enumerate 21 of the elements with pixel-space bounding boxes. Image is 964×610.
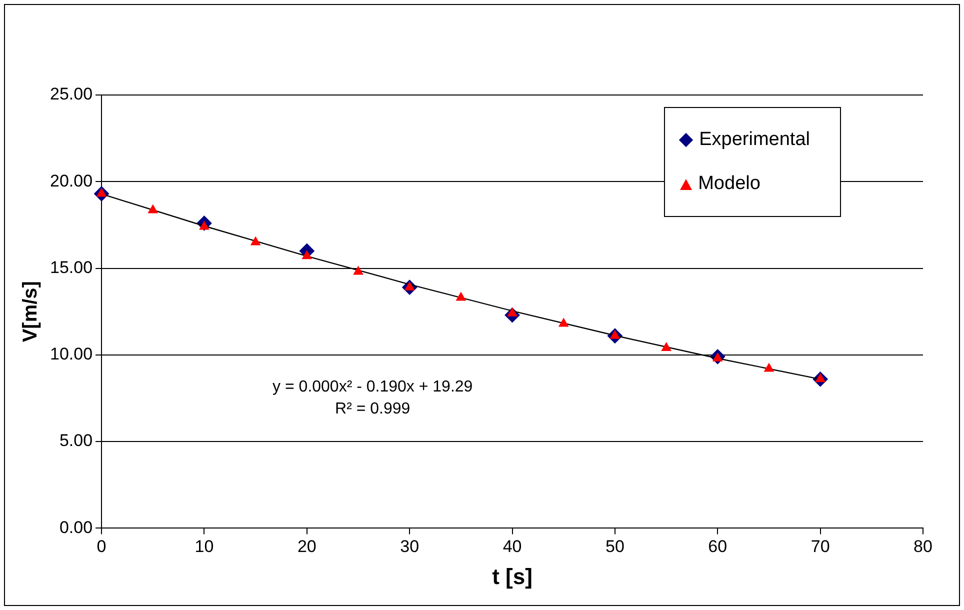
x-tick-label: 80 — [914, 537, 932, 556]
legend-label: Modelo — [698, 173, 760, 195]
x-tick-label: 30 — [400, 537, 420, 556]
x-tick-label: 70 — [810, 537, 830, 556]
x-axis-title: t [s] — [492, 564, 532, 589]
annotation: R² = 0.999 — [335, 400, 410, 418]
legend-label: Experimental — [699, 129, 810, 151]
y-tick-label: 25.00 — [50, 84, 93, 104]
y-tick-label: 10.00 — [50, 344, 93, 364]
x-tick-label: 60 — [708, 537, 728, 556]
x-tick-label: 20 — [297, 537, 316, 556]
x-tick-label: 0 — [96, 537, 106, 556]
y-tick-label: 0.00 — [59, 518, 93, 537]
x-tick-label: 40 — [502, 537, 522, 556]
annotation: y = 0.000x² - 0.190x + 19.29 — [272, 378, 473, 396]
x-tick-label: 50 — [605, 537, 624, 556]
y-tick-label: 15.00 — [50, 258, 93, 277]
y-axis-title: V[m/s] — [20, 281, 42, 342]
y-tick-label: 20.00 — [50, 171, 93, 190]
x-tick-label: 10 — [194, 537, 214, 556]
y-tick-label: 5.00 — [59, 431, 93, 450]
